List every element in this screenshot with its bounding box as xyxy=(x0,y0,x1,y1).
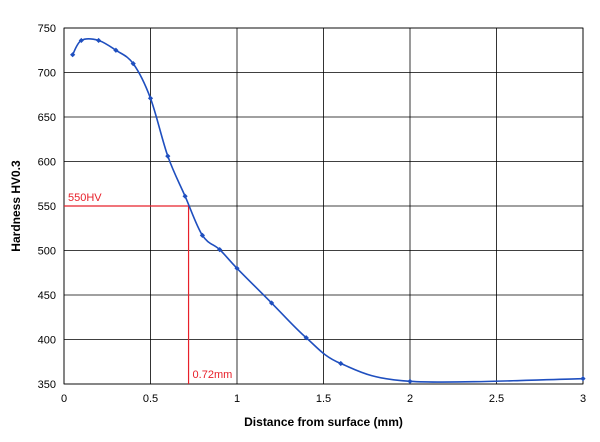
y-tick-label: 600 xyxy=(38,157,56,169)
data-point xyxy=(407,378,413,384)
x-tick-label: 2.5 xyxy=(489,393,504,405)
data-point xyxy=(580,376,586,382)
data-point xyxy=(338,360,344,367)
data-point xyxy=(78,37,84,44)
x-tick-label: 2 xyxy=(407,393,413,405)
series-group xyxy=(70,37,586,384)
y-tick-label: 700 xyxy=(38,68,56,80)
x-axis-title: Distance from surface (mm) xyxy=(244,415,403,429)
data-point xyxy=(96,37,102,44)
data-point xyxy=(165,153,171,159)
x-tick-label: 1 xyxy=(234,393,240,405)
y-tick-label: 650 xyxy=(38,112,56,124)
data-point xyxy=(113,47,119,53)
data-point xyxy=(70,52,76,58)
data-point xyxy=(147,95,154,101)
data-point xyxy=(182,193,188,199)
annotations: 550HV 0.72mm xyxy=(64,192,232,384)
data-point xyxy=(217,247,223,253)
x-tick-label: 0.5 xyxy=(143,393,158,405)
y-tick-label: 500 xyxy=(38,246,56,258)
y-tick-label: 750 xyxy=(38,23,56,35)
series-line-0 xyxy=(71,38,584,383)
gridlines xyxy=(63,27,584,385)
data-point xyxy=(303,335,309,341)
x-tick-label: 3 xyxy=(580,393,586,405)
y-tick-label: 450 xyxy=(38,290,56,302)
data-point xyxy=(130,61,136,67)
vline-label: 0.72mm xyxy=(193,369,233,381)
y-tick-label: 350 xyxy=(38,379,56,391)
y-tick-label: 550 xyxy=(38,201,56,213)
hline-label: 550HV xyxy=(68,192,102,204)
x-tick-label: 0 xyxy=(61,393,67,405)
x-tick-label: 1.5 xyxy=(316,393,331,405)
x-axis-ticks: 0 0.5 1 1.5 2 2.5 3 xyxy=(61,393,586,405)
y-axis-title: Hardness HV0.3 xyxy=(9,160,23,252)
data-point xyxy=(199,232,205,238)
y-tick-label: 400 xyxy=(38,335,56,347)
data-point xyxy=(234,265,240,271)
y-axis-ticks: 350 400 450 500 550 600 650 700 750 xyxy=(38,23,56,391)
data-point xyxy=(269,300,275,306)
